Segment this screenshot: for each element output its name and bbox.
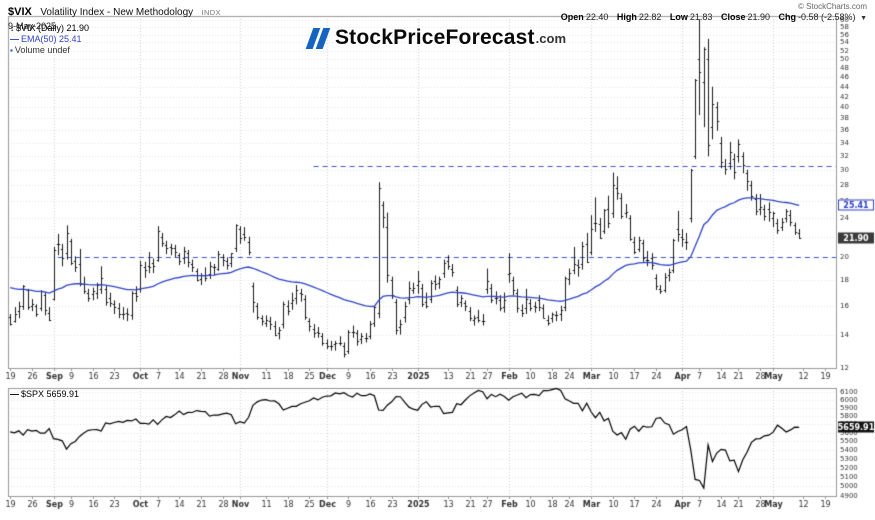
series-legend-row: ↕ $VIX (Daily) 21.90: [10, 23, 89, 34]
close-value: 21.90: [747, 12, 770, 22]
quote-panel: © StockCharts.com Open 22.40 High 22.82 Lo…: [555, 2, 867, 22]
spx-line-icon: —: [10, 389, 19, 399]
watermark-tld: .com: [535, 30, 567, 46]
change-label: Chg: [778, 12, 797, 22]
spx-legend-text: $SPX 5659.91: [21, 389, 80, 399]
spx-chart-legend: — $SPX 5659.91: [10, 389, 79, 399]
change-down-arrow-icon: ▼: [860, 15, 867, 22]
chart-header: $VIX Volatility Index - New Methodology …: [8, 2, 221, 31]
volume-legend-row: ▪ Volume undef: [10, 45, 89, 56]
close-label: Close: [720, 12, 746, 22]
ema-line-icon: —: [10, 34, 19, 44]
ticker-symbol: $VIX: [8, 6, 32, 18]
logo-slashes-icon: [305, 27, 330, 49]
ohlc-quote-line: Open 22.40 High 22.82 Low 21.83 Close 21.90 …: [555, 12, 867, 22]
exchange-label: INDX: [201, 8, 221, 17]
ema-legend-row: — EMA(50) 25.41: [10, 34, 89, 45]
low-value: 21.83: [689, 12, 713, 22]
open-label: Open: [560, 12, 584, 22]
volume-bars-icon: ▪: [10, 46, 13, 55]
ema-legend-text: EMA(50) 25.41: [21, 34, 82, 44]
main-chart-legend: ↕ $VIX (Daily) 21.90 — EMA(50) 25.41 ▪ Volu…: [10, 23, 89, 56]
low-label: Low: [669, 12, 688, 22]
watermark-name: StockPriceForecast: [334, 26, 535, 49]
open-value: 22.40: [585, 12, 609, 22]
series-legend-text: $VIX (Daily) 21.90: [16, 23, 90, 33]
high-label: High: [616, 12, 637, 22]
volume-legend-text: Volume undef: [14, 45, 70, 55]
bar-style-icon: ↕: [10, 24, 14, 33]
copyright-text: © StockCharts.com: [797, 2, 867, 11]
change-value: -0.58 (-2.58%): [798, 12, 856, 22]
stockpriceforecast-watermark: StockPriceForecast .com: [305, 26, 567, 50]
chart-title: Volatility Index - New Methodology: [40, 7, 194, 18]
high-value: 22.82: [638, 12, 662, 22]
chart-date: 9-May-2025: [8, 21, 57, 31]
